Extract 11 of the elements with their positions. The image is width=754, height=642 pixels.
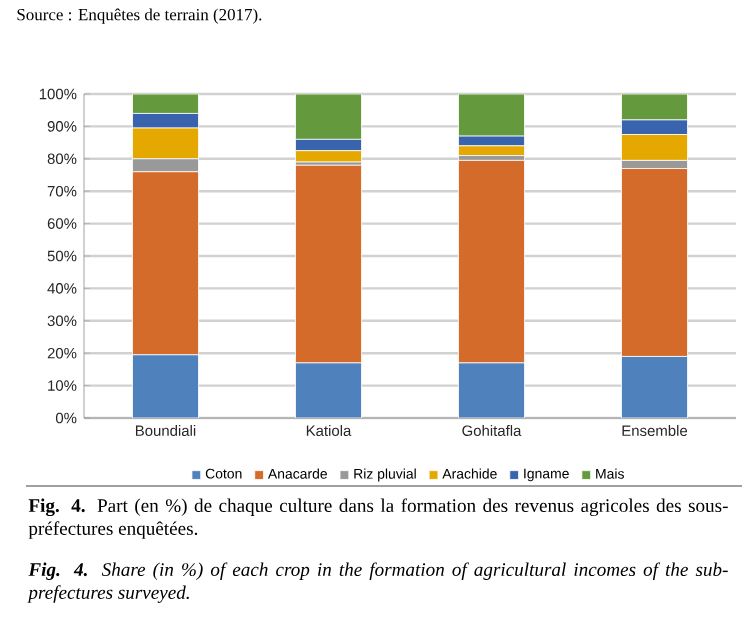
bar [295, 94, 362, 140]
bar [132, 354, 199, 418]
bar [458, 362, 525, 418]
text: Fig. 4. Share (in %) of each crop in the formation of agricultural incomes of the sub-prefectures surveyed. [27, 562, 728, 603]
source-note: Source : Enquêtes de terrain (2017). [17, 8, 262, 24]
bar [295, 362, 362, 418]
text: Fig. 4. Part (en %) de chaque culture dans la formation des revenus agricoles des sous-préfectures enquêtées. [28, 498, 728, 539]
bar [621, 94, 688, 121]
bar [458, 94, 525, 137]
bar [621, 356, 688, 418]
bar [132, 94, 199, 114]
